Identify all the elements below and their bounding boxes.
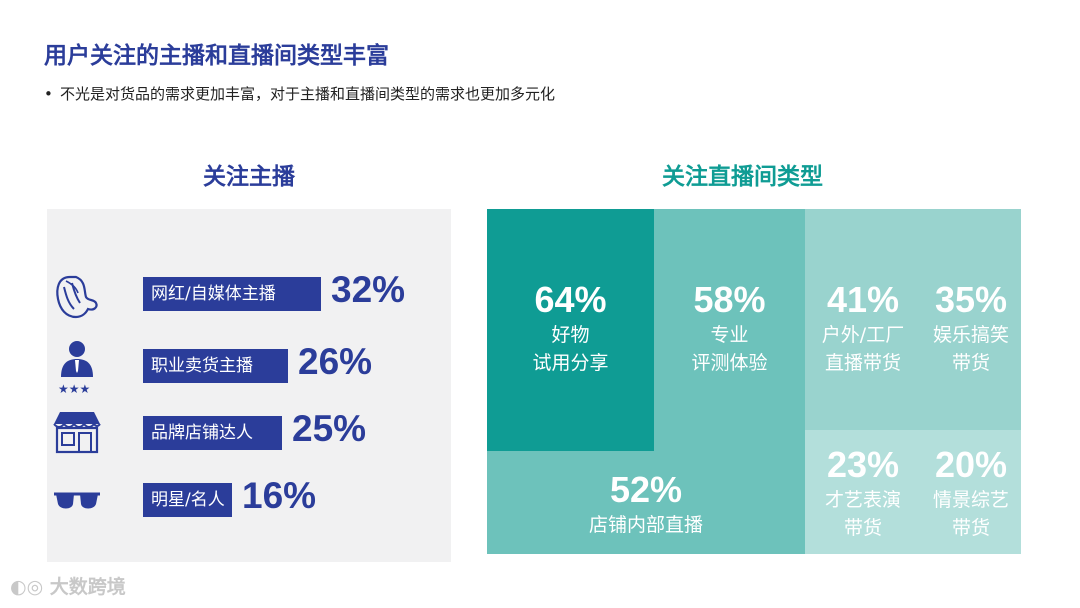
treemap-value-3: 52% — [609, 469, 683, 510]
treemap-label-line: 户外/工厂 — [821, 324, 905, 346]
treemap-label-line: 带货 — [951, 352, 990, 374]
treemap-label-line: 评测体验 — [691, 352, 768, 374]
bar-1: 网红/自媒体主播 — [143, 277, 321, 311]
treemap-value-2: 58% — [693, 279, 766, 320]
treemap-label-2: 专业 评测体验 — [654, 321, 805, 377]
treemap-cell-6: 23% 才艺表演 带货 — [805, 430, 921, 554]
treemap-label-line: 试用分享 — [532, 352, 609, 374]
page-title: 用户关注的主播和直播间类型丰富 — [44, 43, 389, 69]
streamers-chart-title: 关注主播 — [203, 164, 295, 190]
bar-3: 品牌店铺达人 — [143, 416, 282, 450]
treemap-label-7: 情景综艺 带货 — [921, 486, 1021, 542]
treemap-value-1: 64% — [534, 279, 607, 320]
treemap-cell-1: 64% 好物 试用分享 — [487, 209, 654, 451]
treemap-label-line: 好物 — [551, 324, 590, 346]
treemap-label-line: 直播带货 — [824, 352, 901, 374]
bar-value-label-4: 16% — [242, 475, 317, 516]
bar-value-label-3: 25% — [292, 408, 367, 449]
treemap-label-line: 娱乐搞笑 — [932, 324, 1009, 346]
treemap-label-line: 店铺内部直播 — [588, 514, 703, 536]
storefront-icon — [53, 412, 101, 454]
treemap-value-6: 23% — [826, 444, 900, 485]
treemap-value-7: 20% — [934, 444, 1008, 485]
treemap-label-line: 专业 — [710, 324, 749, 346]
svg-text:★★★: ★★★ — [58, 382, 90, 395]
person-stars-icon: ★★★ — [58, 341, 93, 395]
treemap-label-5: 娱乐搞笑 带货 — [921, 321, 1021, 377]
hair-woman-icon — [56, 275, 98, 319]
room-types-chart-title: 关注直播间类型 — [662, 164, 823, 190]
treemap-label-4: 户外/工厂直播带货 — [805, 321, 921, 377]
treemap-cell-4: 41% 户外/工厂 直播带货 — [805, 209, 921, 430]
sunglasses-icon — [54, 492, 100, 509]
treemap-label-3: 店铺内部直播 — [487, 511, 805, 539]
treemap-value-4: 41% — [826, 279, 900, 320]
logo-icon: ◐◎ — [10, 576, 50, 598]
watermark-text: 大数跨境 — [49, 576, 126, 598]
treemap-label-1: 好物 试用分享 — [487, 321, 654, 377]
treemap-cell-5: 35% 娱乐搞笑 带货 — [921, 209, 1021, 430]
treemap-label-6: 才艺表演 带货 — [805, 486, 921, 542]
treemap-label-line: 才艺表演 — [824, 489, 901, 511]
bar-value-label-1: 32% — [331, 269, 406, 310]
bar-4: 明星/名人 — [143, 483, 232, 517]
treemap-label-line: 情景综艺 — [932, 489, 1009, 511]
treemap-value-5: 35% — [934, 279, 1008, 320]
treemap-cell-7: 20% 情景综艺 带货 — [921, 430, 1021, 554]
treemap-cell-2: 58% 专业 评测体验 — [654, 209, 805, 451]
bar-value-label-2: 26% — [298, 341, 373, 382]
streamers-panel — [47, 209, 451, 562]
treemap-label-line: 带货 — [951, 517, 990, 539]
subtitle-text: 不光是对货品的需求更加丰富，对于主播和直播间类型的需求也更加多元化 — [60, 85, 556, 103]
treemap-cell-3: 52% 店铺内部直播 — [487, 451, 805, 554]
bar-2: 职业卖货主播 — [143, 349, 288, 383]
watermark: ◐◎ 大数跨境 — [10, 572, 126, 599]
bullet-icon: • — [44, 85, 53, 103]
page-subtitle: • 不光是对货品的需求更加丰富，对于主播和直播间类型的需求也更加多元化 — [44, 83, 555, 104]
treemap-label-line: 带货 — [843, 517, 882, 539]
